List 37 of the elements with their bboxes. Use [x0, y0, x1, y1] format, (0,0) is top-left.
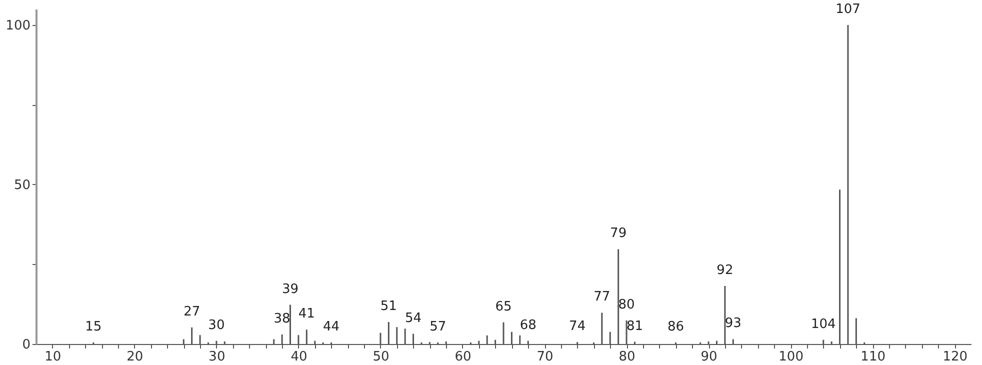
annotation: 77 — [594, 290, 610, 305]
x-tick-label: 80 — [618, 350, 636, 364]
x-tick-label: 70 — [536, 350, 554, 364]
x-tick-label: 100 — [778, 350, 804, 364]
annotation: 79 — [610, 226, 627, 242]
annotation: 51 — [380, 298, 397, 314]
y-tick-label: 0 — [22, 338, 30, 352]
annotation: 104 — [810, 316, 836, 332]
x-tick-label: 40 — [290, 350, 308, 364]
x-tick-label: 50 — [372, 350, 390, 364]
x-tick-label: 30 — [208, 350, 226, 364]
annotation: 80 — [618, 297, 635, 312]
annotation: 15 — [85, 319, 102, 334]
x-tick-label: 20 — [126, 350, 144, 364]
annotation: 38 — [274, 311, 290, 326]
annotation: 65 — [495, 299, 512, 314]
annotation: 74 — [569, 319, 586, 334]
x-tick-label: 90 — [700, 350, 718, 364]
annotation: 93 — [724, 316, 742, 332]
x-tick-label: 10 — [44, 350, 62, 364]
annotation: 107 — [836, 2, 860, 17]
x-tick-label: 110 — [860, 350, 886, 364]
annotation: 44 — [322, 319, 340, 334]
annotation: 30 — [208, 318, 225, 333]
x-tick-label: 60 — [454, 350, 472, 364]
annotation: 39 — [282, 282, 299, 297]
y-tick-label: 50 — [14, 178, 30, 193]
annotation: 68 — [520, 318, 536, 333]
annotation: 92 — [716, 262, 734, 278]
annotation: 57 — [430, 319, 446, 334]
y-tick-label: 100 — [6, 18, 30, 34]
annotation: 27 — [184, 304, 200, 320]
annotation: 81 — [626, 318, 643, 334]
annotation: 86 — [667, 319, 684, 334]
annotation: 41 — [298, 306, 315, 322]
x-tick-label: 120 — [942, 350, 968, 364]
annotation: 54 — [405, 310, 422, 326]
